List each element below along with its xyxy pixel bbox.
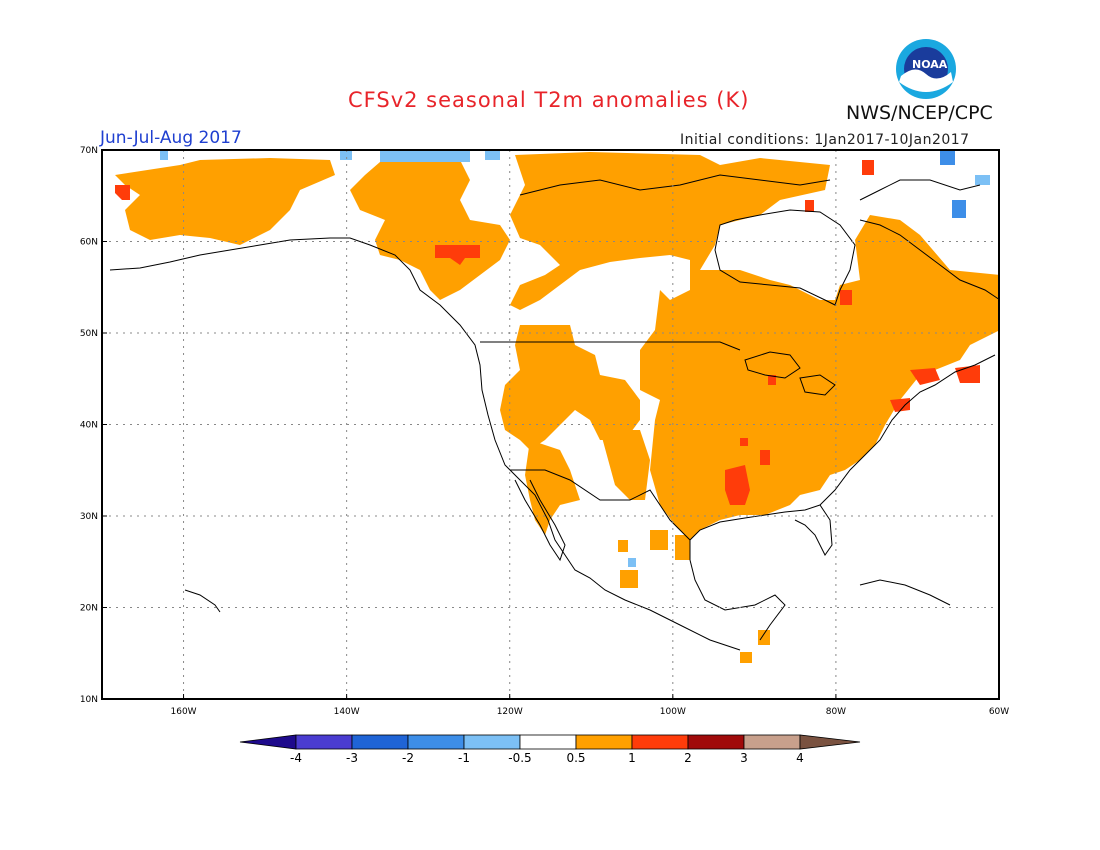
coastline-layer — [109, 174, 999, 651]
lon-tick-label: 120W — [497, 707, 523, 717]
lat-tick-label: 60N — [80, 238, 98, 248]
coastline — [519, 174, 831, 196]
colorbar-tick-label: 2 — [684, 751, 692, 765]
coastline — [514, 479, 566, 562]
coastline — [109, 237, 741, 651]
anomaly-region — [618, 540, 628, 552]
lat-tick-label: 70N — [80, 146, 98, 156]
colorbar-segment — [519, 734, 577, 750]
colorbar-tick-label: 1 — [628, 751, 636, 765]
coastline — [859, 179, 981, 201]
lon-tick-label: 140W — [334, 707, 360, 717]
anomaly-region — [740, 652, 752, 663]
colorbar-segment — [295, 734, 353, 750]
anomaly-region — [485, 151, 500, 160]
anomaly-region — [975, 175, 990, 185]
initial-conditions: Initial conditions: 1Jan2017-10Jan2017 — [680, 132, 970, 148]
colorbar-segment — [463, 734, 521, 750]
colorbar-tick-label: -3 — [346, 751, 358, 765]
colorbar-tick-label: 4 — [796, 751, 804, 765]
anomaly-region — [890, 398, 910, 412]
longitude-ticks: 160W 140W 120W 100W 80W 60W — [171, 694, 1009, 717]
colorbar-arrow-right — [799, 734, 861, 750]
agency-label: NWS/NCEP/CPC — [846, 102, 993, 124]
coastline — [744, 351, 801, 379]
coastline — [859, 579, 951, 606]
anomaly-region — [628, 558, 636, 567]
colorbar-segment — [351, 734, 409, 750]
colorbar-tick-label: -1 — [458, 751, 470, 765]
anomaly-region — [910, 368, 940, 385]
coastline — [689, 559, 786, 641]
anomaly-region — [840, 290, 852, 305]
lat-tick-label: 50N — [80, 329, 98, 339]
gridlines — [102, 150, 999, 699]
anomaly-region — [740, 438, 748, 446]
noaa-logo-text: NOAA — [912, 58, 948, 71]
colorbar-tick-label: -2 — [402, 751, 414, 765]
anomaly-region — [340, 151, 352, 160]
anomaly-region — [805, 200, 814, 212]
anomaly-region — [952, 200, 966, 218]
lat-tick-label: 40N — [80, 421, 98, 431]
anomaly-region — [940, 151, 955, 165]
colorbar: -4 -3 -2 -1 -0.5 0.5 1 2 3 4 — [239, 734, 861, 765]
coastline — [799, 374, 836, 396]
anomaly-region — [760, 450, 770, 465]
coastline — [689, 504, 833, 560]
anomaly-region — [350, 160, 510, 300]
anomaly-region — [525, 440, 580, 535]
colorbar-segment — [743, 734, 801, 750]
lon-tick-label: 100W — [660, 707, 686, 717]
colorbar-arrow-left — [239, 734, 297, 750]
coastline — [859, 219, 999, 300]
anomaly-region — [115, 185, 130, 200]
latitude-ticks: 10N 20N 30N 40N 50N 60N 70N — [80, 146, 107, 705]
colorbar-segment — [687, 734, 745, 750]
anomaly-region — [435, 245, 480, 265]
anomaly-region — [768, 375, 776, 385]
anomaly-region — [758, 630, 770, 645]
lon-tick-label: 60W — [989, 707, 1009, 717]
lon-tick-label: 80W — [826, 707, 846, 717]
lon-tick-label: 160W — [171, 707, 197, 717]
anomaly-region — [115, 158, 335, 245]
anomaly-region — [862, 160, 874, 175]
colorbar-tick-label: 0.5 — [566, 751, 585, 765]
anomaly-region — [500, 325, 640, 450]
coastline — [184, 589, 221, 613]
coastline — [714, 209, 856, 306]
anomaly-fill-layer — [115, 151, 999, 663]
anomaly-region — [675, 535, 690, 560]
colorbar-segment — [631, 734, 689, 750]
lat-tick-label: 30N — [80, 512, 98, 522]
lat-tick-label: 10N — [80, 695, 98, 705]
colorbar-tick-label: -4 — [290, 751, 302, 765]
colorbar-segment — [575, 734, 633, 750]
lat-tick-label: 20N — [80, 604, 98, 614]
colorbar-tick-label: 3 — [740, 751, 748, 765]
anomaly-region — [650, 530, 668, 550]
anomaly-region — [160, 151, 168, 160]
coastline — [819, 354, 996, 506]
chart-title: CFSv2 seasonal T2m anomalies (K) — [348, 88, 750, 112]
anomaly-region — [510, 152, 999, 540]
anomaly-region — [620, 570, 638, 588]
colorbar-segment — [407, 734, 465, 750]
anomaly-region — [600, 430, 650, 500]
noaa-logo-icon — [896, 39, 956, 99]
colorbar-tick-label: -0.5 — [508, 751, 531, 765]
anomaly-region — [380, 151, 470, 162]
coastline — [480, 341, 741, 351]
coastline — [510, 469, 691, 541]
anomaly-region — [725, 465, 750, 505]
forecast-period: Jun-Jul-Aug 2017 — [100, 128, 242, 148]
